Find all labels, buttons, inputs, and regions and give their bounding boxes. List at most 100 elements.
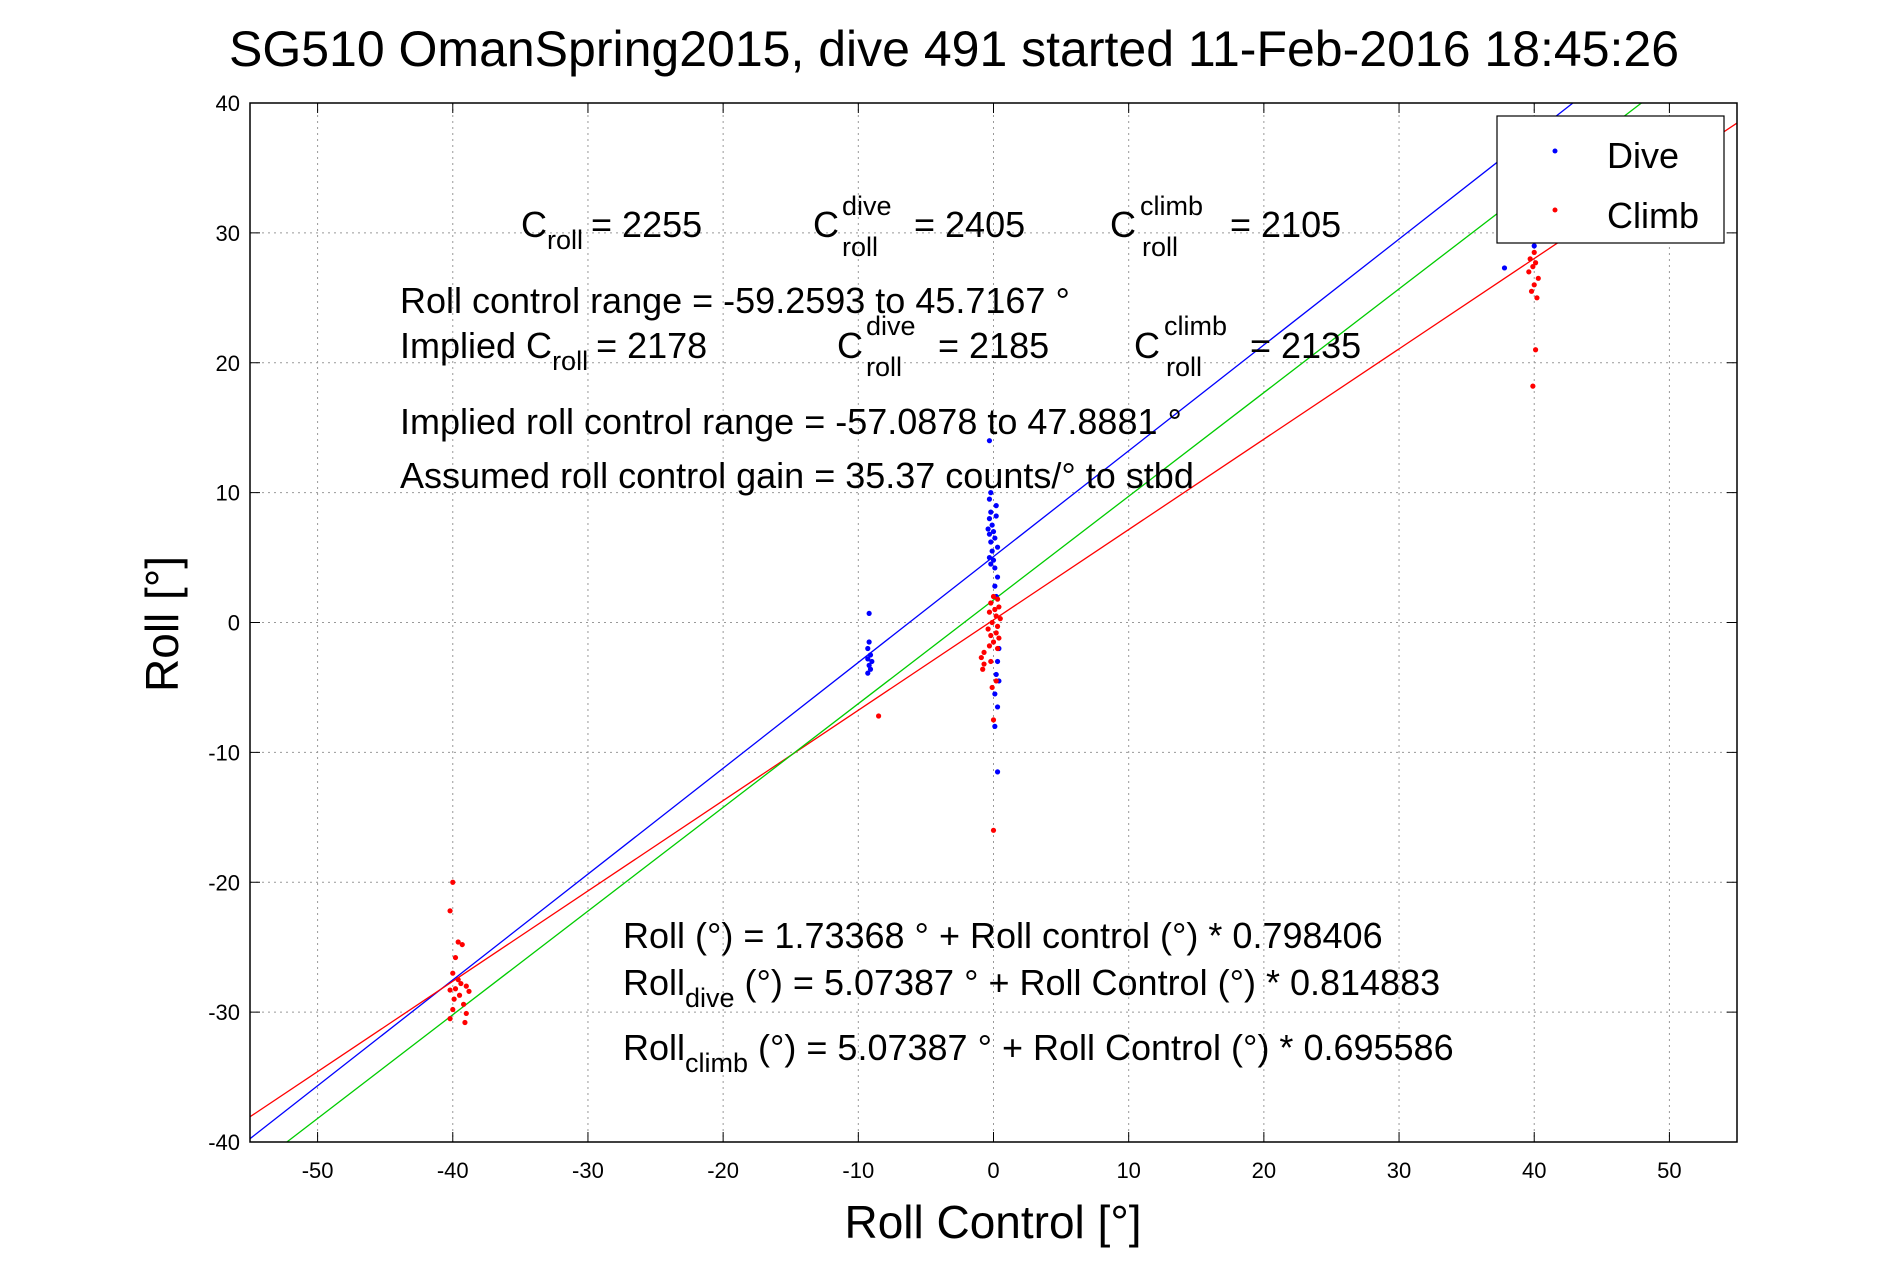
climb-point: [981, 661, 987, 667]
dive-point: [869, 658, 875, 665]
y-tick-label: -30: [208, 1000, 240, 1025]
svg-text:Implied Croll= 2178: Implied Croll = 2178: [400, 325, 707, 376]
c-roll-climb-sub: roll: [1142, 232, 1178, 262]
annotation-gain: Assumed roll control gain = 35.37 counts…: [400, 455, 1194, 496]
dive-point: [988, 490, 994, 496]
climb-point: [1531, 249, 1537, 255]
dive-point: [992, 535, 998, 541]
y-axis-label: Roll [°]: [136, 556, 188, 692]
fit-line: [249, 102, 1574, 1140]
climb-point: [1532, 347, 1539, 353]
axis-ticks: -50 -40 -30 -20 -10 0 10 20 30 40 50 -40 -30 -20 -10 0 1…: [208, 91, 1737, 1183]
dive-point: [865, 670, 871, 676]
fit-line: [286, 102, 1642, 1143]
climb-point: [981, 649, 987, 655]
climb-point: [986, 609, 993, 615]
climb-point: [447, 1016, 453, 1022]
y-tick-label: 30: [216, 221, 240, 246]
dive-point: [986, 554, 993, 561]
dive-point: [865, 645, 871, 652]
climb-point: [985, 626, 991, 632]
climb-point: [456, 992, 463, 998]
annotation-c-roll-climb: C climb roll = 2105: [1110, 191, 1341, 262]
climb-point: [447, 908, 453, 914]
climb-point: [459, 941, 465, 948]
x-axis-label: Roll Control [°]: [844, 1196, 1141, 1248]
x-tick-label: -30: [572, 1158, 604, 1183]
climb-point: [1527, 256, 1533, 262]
y-tick-label: 0: [228, 611, 240, 636]
climb-point: [458, 980, 464, 987]
climb-point: [452, 986, 459, 992]
dive-point: [865, 656, 871, 662]
legend-marker-climb: [1552, 207, 1558, 213]
climb-point: [462, 1019, 468, 1026]
climb-point: [996, 635, 1002, 641]
climb-point: [450, 879, 456, 885]
dive-point: [989, 548, 995, 554]
climb-point: [1530, 264, 1536, 270]
y-tick-label: -10: [208, 740, 240, 765]
dive-point: [988, 561, 994, 567]
dive-point: [993, 671, 999, 678]
climb-point: [993, 613, 999, 619]
dive-point: [986, 531, 993, 537]
x-tick-label: -20: [707, 1158, 739, 1183]
annotation-roll-control-range: Roll control range = -59.2593 to 45.7167…: [400, 280, 1070, 321]
implied-c-roll-value: = 2178: [596, 325, 707, 366]
climb-point: [990, 593, 997, 600]
implied-c-roll-climb-c: C: [1134, 325, 1160, 366]
svg-text:Croll= 2255: Croll = 2255: [521, 204, 702, 255]
climb-point: [980, 666, 986, 672]
legend-label-climb: Climb: [1607, 195, 1699, 236]
climb-point: [992, 606, 998, 613]
climb-point: [450, 970, 456, 976]
climb-point: [1530, 383, 1536, 389]
implied-c-roll-dive-value: = 2185: [938, 325, 1049, 366]
y-tick-label: -20: [208, 870, 240, 895]
implied-c-roll-dive-c: C: [837, 325, 863, 366]
x-tick-label: 30: [1387, 1158, 1411, 1183]
dive-point: [1501, 265, 1508, 271]
climb-point: [1526, 269, 1532, 275]
dive-point: [867, 652, 874, 658]
climb-point: [988, 658, 994, 665]
fit-line: [249, 122, 1738, 1118]
dive-point: [866, 639, 872, 645]
dive-point: [992, 723, 998, 730]
x-tick-label: 40: [1522, 1158, 1546, 1183]
climb-point: [1535, 275, 1541, 281]
implied-c-roll-prefix: Implied C: [400, 325, 552, 366]
dive-point: [986, 438, 993, 444]
annotation-fit-all: Roll (°) = 1.73368 ° + Roll control (°) …: [623, 915, 1383, 956]
annotation-implied-c-roll: Implied Croll = 2178: [400, 325, 707, 376]
dive-point: [988, 509, 994, 515]
legend: Dive Climb: [1496, 115, 1725, 244]
fit-dive-sub: dive: [685, 983, 735, 1013]
x-tick-label: 50: [1657, 1158, 1681, 1183]
dive-point: [994, 769, 1001, 775]
x-tick-label: -10: [842, 1158, 874, 1183]
annotation-implied-c-roll-climb: C climb roll = 2135: [1134, 311, 1361, 382]
climb-point: [463, 983, 469, 989]
dive-point: [992, 583, 998, 589]
dive-point: [994, 544, 1001, 550]
climb-point: [989, 684, 995, 691]
c-roll-climb-value: = 2105: [1230, 204, 1341, 245]
climb-point: [450, 1006, 456, 1013]
dive-point: [993, 513, 999, 519]
climb-point: [990, 717, 997, 723]
dive-point: [990, 528, 997, 535]
climb-point: [994, 645, 1001, 652]
climb-point: [994, 596, 1001, 602]
climb-point: [447, 987, 453, 993]
dive-point: [994, 658, 1001, 665]
climb-point: [986, 643, 993, 649]
fit-climb-rest: (°) = 5.07387 ° + Roll Control (°) * 0.6…: [748, 1027, 1454, 1068]
annotation-c-roll: Croll = 2255: [521, 204, 702, 255]
c-roll-dive-sub: roll: [842, 232, 878, 262]
annotation-c-roll-dive: C dive roll = 2405: [813, 191, 1025, 262]
implied-c-roll-dive-sup: dive: [866, 311, 916, 341]
y-tick-label: -40: [208, 1130, 240, 1155]
y-tick-label: 40: [216, 91, 240, 116]
